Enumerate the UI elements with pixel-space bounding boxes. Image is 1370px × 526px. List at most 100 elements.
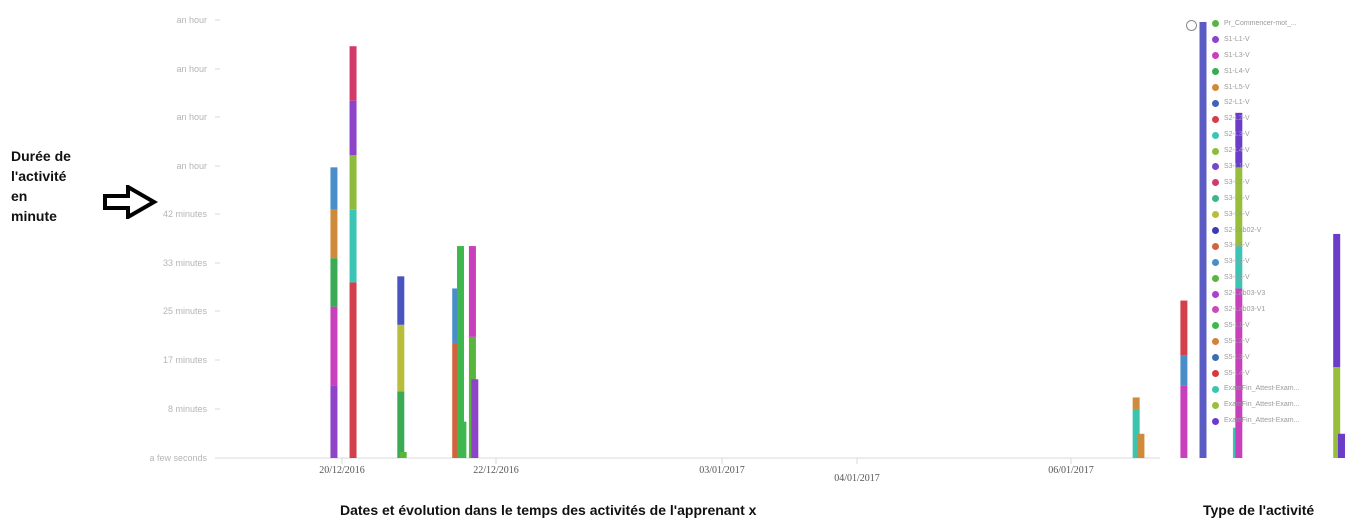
legend-swatch xyxy=(1212,401,1219,409)
legend-item[interactable]: ExamFin_Attest-Exam... xyxy=(1212,397,1370,413)
legend-item[interactable]: S1-L1-V xyxy=(1212,32,1370,48)
legend-item[interactable]: Pr_Commencer-mot_... xyxy=(1212,16,1370,32)
legend-item[interactable]: S2-Lab02-V xyxy=(1212,223,1370,239)
legend-swatch xyxy=(1212,258,1219,266)
legend-item[interactable]: S3-L2-V xyxy=(1212,175,1370,191)
y-tick-label: an hour xyxy=(176,15,207,25)
legend-item[interactable]: S1-L3-V xyxy=(1212,48,1370,64)
x-tick-label: 04/01/2017 xyxy=(834,473,880,484)
x-tick-label: 20/12/2016 xyxy=(319,465,365,476)
legend-item[interactable]: S3-L7-V xyxy=(1212,270,1370,286)
y-axis-label-line: minute xyxy=(11,208,57,224)
legend-item[interactable]: S5-L2-V xyxy=(1212,334,1370,350)
legend-item[interactable]: S1-L5-V xyxy=(1212,80,1370,96)
legend-item[interactable]: S3-L4-V xyxy=(1212,207,1370,223)
arrow-right-icon xyxy=(103,185,158,219)
legend-item[interactable]: S1-L4-V xyxy=(1212,64,1370,80)
legend-swatch xyxy=(1212,52,1219,60)
legend-label: S5-L1-V xyxy=(1224,321,1250,329)
legend-item[interactable]: S3-L5-V xyxy=(1212,254,1370,270)
bar-segment xyxy=(349,46,357,101)
bar-segment xyxy=(1333,367,1341,458)
bar-segment xyxy=(456,246,464,458)
bar-segment xyxy=(1337,433,1345,458)
legend-swatch xyxy=(1212,242,1219,250)
legend-label: ExamFin_Attest-Exam... xyxy=(1224,401,1300,409)
bar-segment xyxy=(330,306,338,386)
bar-segment xyxy=(349,155,357,210)
legend-swatch xyxy=(1212,195,1219,203)
bar-segment xyxy=(397,276,405,325)
legend-label: S1-L5-V xyxy=(1224,83,1250,91)
legend-label: S2-L3-V xyxy=(1224,131,1250,139)
legend-swatch xyxy=(1212,306,1219,314)
legend-swatch xyxy=(1212,20,1219,28)
legend-swatch xyxy=(1212,385,1219,393)
legend-label: S3-L1-V xyxy=(1224,163,1250,171)
y-axis-label-line: en xyxy=(11,188,28,204)
x-tick-label: 06/01/2017 xyxy=(1048,465,1094,476)
bar-segment xyxy=(349,282,357,458)
legend-item[interactable]: ExamFin_Attest-Exam... xyxy=(1212,381,1370,397)
legend-label: S2-Lab03-V1 xyxy=(1224,306,1266,314)
bar-segment xyxy=(1132,409,1140,458)
legend-swatch xyxy=(1212,338,1219,346)
legend-label: S5-L3-V xyxy=(1224,353,1250,361)
bar-segment xyxy=(1235,112,1243,168)
legend-label: ExamFin_Attest-Exam... xyxy=(1224,385,1300,393)
y-axis-label-line: l'activité xyxy=(11,168,67,184)
x-axis-label: Dates et évolution dans le temps des act… xyxy=(340,502,757,518)
legend-swatch xyxy=(1212,68,1219,76)
y-tick-label: an hour xyxy=(176,161,207,171)
bar-segment xyxy=(471,379,479,458)
legend-item[interactable]: S5-L4-V xyxy=(1212,366,1370,382)
legend-swatch xyxy=(1212,211,1219,219)
bar-segment xyxy=(1180,385,1188,458)
legend-item[interactable]: S5-L1-V xyxy=(1212,318,1370,334)
legend-label: S5-L4-V xyxy=(1224,369,1250,377)
bar-segment xyxy=(1199,22,1207,458)
legend-list: Pr_Commencer-mot_... S1-L1-V S1-L3-V S1-L4-… xyxy=(1186,16,1370,429)
legend-label: Pr_Commencer-mot_... xyxy=(1224,20,1297,27)
legend-item[interactable]: S3-L1-V xyxy=(1212,159,1370,175)
legend-label: S5-L2-V xyxy=(1224,337,1250,345)
legend-label: S2-L1-V xyxy=(1224,99,1250,107)
bar-segment xyxy=(330,167,338,210)
legend-item[interactable]: ExamFin_Attest-Exam... xyxy=(1212,413,1370,429)
legend-label: S3-L6-V xyxy=(1224,242,1250,250)
legend-item[interactable]: S2-L3-V xyxy=(1212,127,1370,143)
bar-segment xyxy=(1180,355,1188,386)
legend-title: Type de l'activité xyxy=(1203,502,1315,518)
bar-segment xyxy=(1180,300,1188,356)
legend-label: S3-L2-V xyxy=(1224,178,1250,186)
legend-item[interactable]: S3-L3-V xyxy=(1212,191,1370,207)
y-tick-label: 33 minutes xyxy=(163,258,208,268)
y-tick-label: 42 minutes xyxy=(163,209,208,219)
x-tick-label: 03/01/2017 xyxy=(699,465,745,476)
bar-segment xyxy=(468,246,476,337)
bar-segment xyxy=(1235,167,1243,247)
legend-swatch xyxy=(1212,370,1219,378)
legend-toggle-icon[interactable] xyxy=(1186,20,1197,31)
legend-item[interactable]: S3-L6-V xyxy=(1212,238,1370,254)
legend-swatch xyxy=(1212,417,1219,425)
x-axis: 20/12/2016 22/12/2016 03/01/2017 04/01/2017… xyxy=(215,457,1160,484)
legend-label: ExamFin_Attest-Exam... xyxy=(1224,417,1300,425)
legend-item[interactable]: S2-Lab03-V3 xyxy=(1212,286,1370,302)
legend-item[interactable]: S2-L4-V xyxy=(1212,143,1370,159)
legend-label: S2-L2-V xyxy=(1224,115,1250,123)
y-tick-label: 25 minutes xyxy=(163,306,208,316)
bar-segment xyxy=(330,258,338,307)
legend-swatch xyxy=(1212,227,1219,235)
legend-item[interactable]: S5-L3-V xyxy=(1212,350,1370,366)
legend-item[interactable]: S2-L2-V xyxy=(1212,111,1370,127)
legend-label: S1-L3-V xyxy=(1224,51,1250,59)
y-tick-label: an hour xyxy=(176,112,207,122)
bar-segment xyxy=(452,342,460,458)
legend-item[interactable]: S2-Lab03-V1 xyxy=(1212,302,1370,318)
legend-swatch xyxy=(1212,36,1219,44)
legend-swatch xyxy=(1212,179,1219,187)
legend-item[interactable]: S2-L1-V xyxy=(1212,95,1370,111)
legend-swatch xyxy=(1212,274,1219,282)
